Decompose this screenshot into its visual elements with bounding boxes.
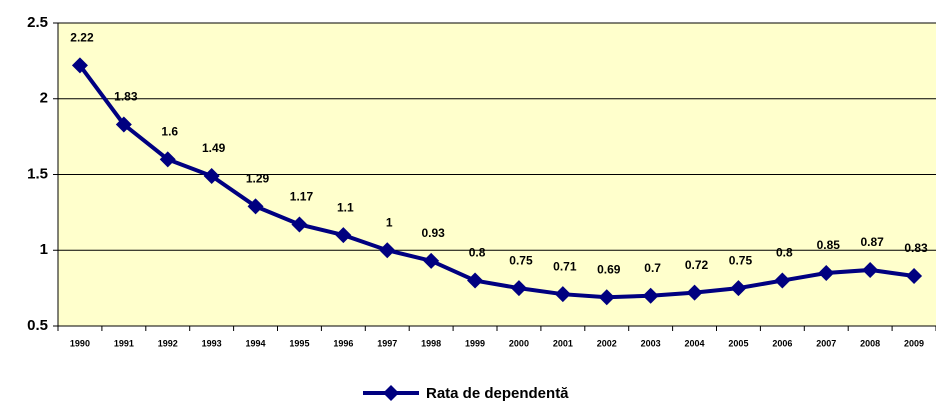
x-tick-label: 2005 [728,338,748,348]
x-tick-label: 1992 [158,338,178,348]
x-tick-label: 1997 [377,338,397,348]
marker [862,261,879,278]
marker [510,280,527,297]
marker [554,286,571,303]
x-tick-label: 2008 [860,338,880,348]
data-label: 0.83 [904,241,928,255]
marker [906,268,923,285]
data-label: 1.49 [202,141,226,155]
marker [423,252,440,269]
x-tick-label: 1999 [465,338,485,348]
data-label: 0.7 [644,261,661,275]
data-label: 0.93 [421,226,445,240]
x-tick-label: 1994 [246,338,266,348]
data-label: 0.75 [729,253,753,267]
x-tick-label: 2003 [641,338,661,348]
data-label: 1.1 [337,200,354,214]
y-tick-label: 1.5 [27,165,48,182]
data-label: 1.6 [161,125,178,139]
x-tick-label: 2006 [772,338,792,348]
data-label: 0.71 [553,259,577,273]
marker [686,284,703,301]
data-label: 0.8 [469,246,486,260]
data-label: 1.83 [114,90,138,104]
x-tick-label: 1998 [421,338,441,348]
y-tick-label: 1 [40,241,48,258]
x-tick-label: 2007 [816,338,836,348]
x-tick-label: 2000 [509,338,529,348]
marker [774,272,791,289]
y-tick-label: 2 [40,90,48,107]
data-label: 0.85 [817,238,841,252]
series-line [78,64,915,300]
marker [71,57,88,74]
marker [598,289,615,306]
marker [379,242,396,259]
data-label: 1.17 [290,190,314,204]
data-label: 2.22 [70,31,94,45]
marker [730,280,747,297]
x-tick-label: 2009 [904,338,924,348]
marker [247,198,264,215]
y-tick-label: 2.5 [27,14,48,31]
marker [467,272,484,289]
data-label: 0.72 [685,258,709,272]
marker [335,227,352,244]
x-tick-label: 1995 [289,338,309,348]
y-tick-label: 0.5 [27,317,48,334]
x-tick-label: 2001 [553,338,573,348]
data-label: 0.8 [776,246,793,260]
x-tick-label: 2002 [597,338,617,348]
data-label: 0.69 [597,262,621,276]
data-label: 0.87 [860,235,884,249]
legend-label: Rata de dependentă [426,385,569,402]
x-tick-label: 2004 [685,338,705,348]
marker [818,264,835,281]
marker [203,168,220,185]
marker [642,287,659,304]
data-label: 1.29 [246,171,270,185]
x-tick-label: 1990 [70,338,90,348]
legend-marker [383,385,399,401]
data-label: 1 [386,215,393,229]
marker [291,216,308,233]
x-tick-label: 1993 [202,338,222,348]
x-tick-label: 1996 [333,338,353,348]
data-label: 0.75 [509,253,533,267]
marker [115,116,132,133]
x-tick-label: 1991 [114,338,134,348]
marker [159,151,176,168]
